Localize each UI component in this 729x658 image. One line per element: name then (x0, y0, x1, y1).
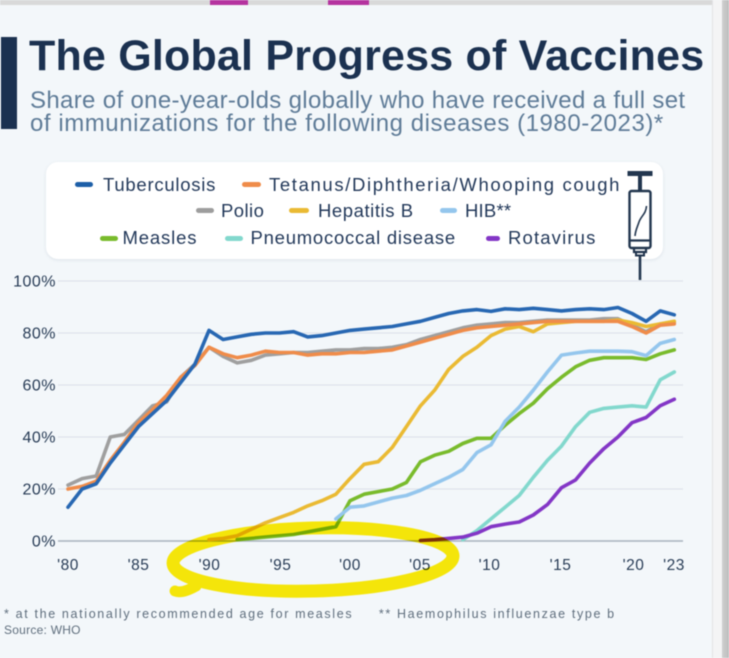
svg-text:60%: 60% (22, 378, 56, 395)
svg-text:'80: '80 (57, 557, 79, 574)
svg-text:'15: '15 (550, 557, 572, 574)
svg-text:0%: 0% (32, 534, 56, 551)
svg-text:'85: '85 (128, 557, 150, 574)
svg-text:100%: 100% (13, 274, 56, 291)
svg-text:'20: '20 (623, 557, 645, 574)
svg-text:'10: '10 (479, 557, 501, 574)
svg-text:80%: 80% (22, 326, 56, 343)
svg-text:'23: '23 (663, 557, 685, 574)
svg-text:'95: '95 (270, 557, 292, 574)
svg-text:'00: '00 (339, 557, 361, 574)
svg-text:40%: 40% (22, 430, 56, 447)
svg-text:20%: 20% (22, 482, 56, 499)
svg-text:'90: '90 (199, 557, 221, 574)
